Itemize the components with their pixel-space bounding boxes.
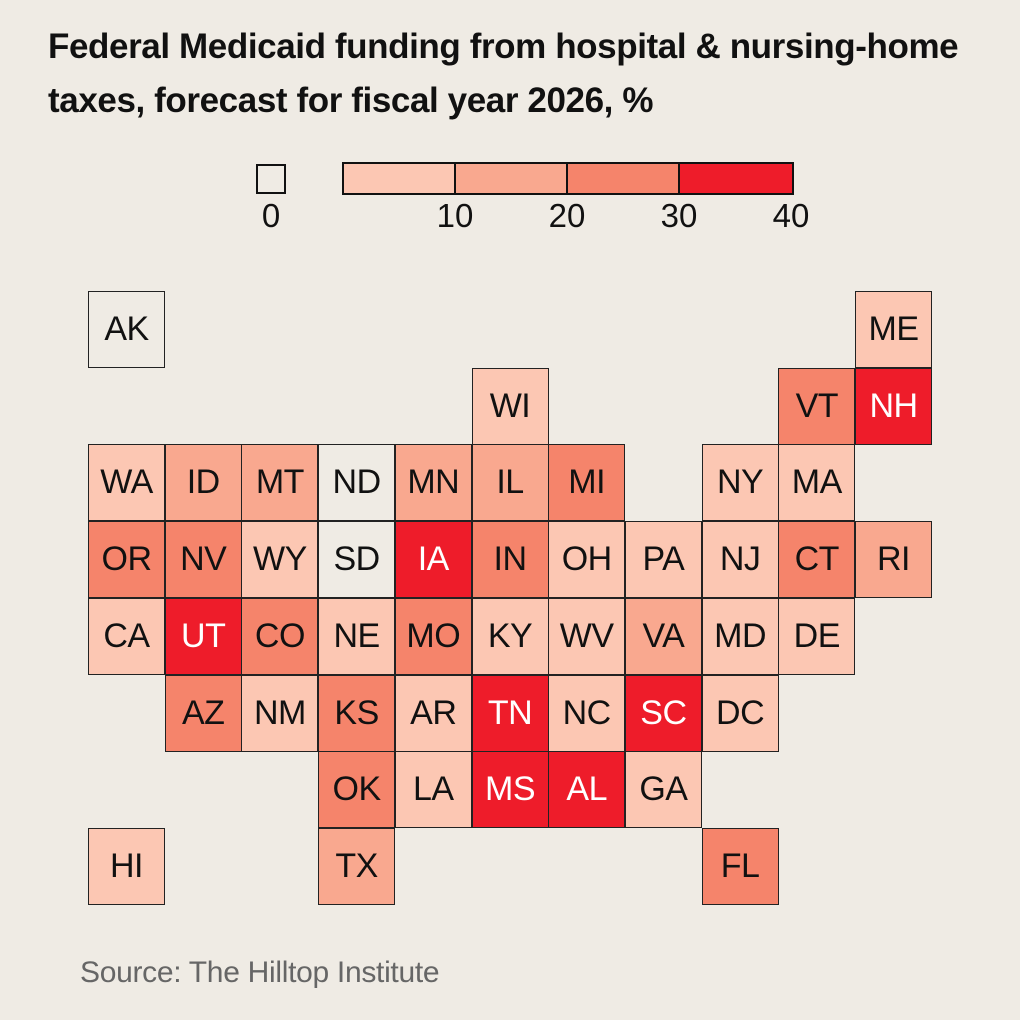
state-tile-ak: AK bbox=[88, 291, 165, 368]
state-tile-ms: MS bbox=[472, 751, 549, 828]
state-tile-sd: SD bbox=[318, 521, 395, 598]
state-tile-nd: ND bbox=[318, 444, 395, 521]
state-tile-dc: DC bbox=[702, 675, 779, 752]
state-tile-or: OR bbox=[88, 521, 165, 598]
state-tile-co: CO bbox=[241, 598, 318, 675]
state-tile-ia: IA bbox=[395, 521, 472, 598]
state-tile-tx: TX bbox=[318, 828, 395, 905]
state-tile-ma: MA bbox=[778, 444, 855, 521]
state-tile-nj: NJ bbox=[702, 521, 779, 598]
state-tile-ca: CA bbox=[88, 598, 165, 675]
state-tile-al: AL bbox=[548, 751, 625, 828]
state-tile-wv: WV bbox=[548, 598, 625, 675]
state-tile-sc: SC bbox=[625, 675, 702, 752]
state-tile-ut: UT bbox=[165, 598, 242, 675]
state-tile-ky: KY bbox=[472, 598, 549, 675]
state-tile-ri: RI bbox=[855, 521, 932, 598]
state-tile-la: LA bbox=[395, 751, 472, 828]
state-tile-mo: MO bbox=[395, 598, 472, 675]
state-tile-vt: VT bbox=[778, 368, 855, 445]
state-tile-nv: NV bbox=[165, 521, 242, 598]
state-tile-ok: OK bbox=[318, 751, 395, 828]
state-tile-wi: WI bbox=[472, 368, 549, 445]
state-tile-ks: KS bbox=[318, 675, 395, 752]
state-tile-nm: NM bbox=[241, 675, 318, 752]
state-tile-mt: MT bbox=[241, 444, 318, 521]
state-tile-mn: MN bbox=[395, 444, 472, 521]
state-tile-ct: CT bbox=[778, 521, 855, 598]
source-note: Source: The Hilltop Institute bbox=[80, 956, 439, 990]
state-tile-in: IN bbox=[472, 521, 549, 598]
state-tile-az: AZ bbox=[165, 675, 242, 752]
state-tile-wy: WY bbox=[241, 521, 318, 598]
state-tile-va: VA bbox=[625, 598, 702, 675]
state-tile-tn: TN bbox=[472, 675, 549, 752]
state-tile-me: ME bbox=[855, 291, 932, 368]
state-tile-de: DE bbox=[778, 598, 855, 675]
state-tile-ny: NY bbox=[702, 444, 779, 521]
state-tile-fl: FL bbox=[702, 828, 779, 905]
state-tile-mi: MI bbox=[548, 444, 625, 521]
state-tile-id: ID bbox=[165, 444, 242, 521]
state-tile-hi: HI bbox=[88, 828, 165, 905]
state-tile-ar: AR bbox=[395, 675, 472, 752]
state-tile-oh: OH bbox=[548, 521, 625, 598]
state-tile-nh: NH bbox=[855, 368, 932, 445]
state-tile-nc: NC bbox=[548, 675, 625, 752]
state-tile-md: MD bbox=[702, 598, 779, 675]
state-tile-il: IL bbox=[472, 444, 549, 521]
state-tile-ga: GA bbox=[625, 751, 702, 828]
state-tile-pa: PA bbox=[625, 521, 702, 598]
state-tile-ne: NE bbox=[318, 598, 395, 675]
state-tile-wa: WA bbox=[88, 444, 165, 521]
